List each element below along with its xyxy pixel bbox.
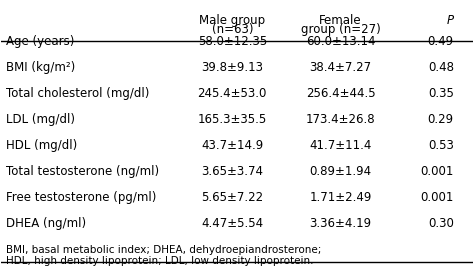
Text: BMI, basal metabolic index; DHEA, dehydroepiandrosterone;
HDL, high density lipo: BMI, basal metabolic index; DHEA, dehydr… [6,245,321,266]
Text: 0.48: 0.48 [428,61,454,74]
Text: 58.0±12.35: 58.0±12.35 [198,35,267,48]
Text: 3.65±3.74: 3.65±3.74 [201,165,263,178]
Text: Total testosterone (ng/ml): Total testosterone (ng/ml) [6,165,159,178]
Text: 41.7±11.4: 41.7±11.4 [310,139,372,152]
Text: group (n=27): group (n=27) [301,23,381,36]
Text: 39.8±9.13: 39.8±9.13 [201,61,263,74]
Text: BMI (kg/m²): BMI (kg/m²) [6,61,75,74]
Text: Total cholesterol (mg/dl): Total cholesterol (mg/dl) [6,87,149,100]
Text: 4.47±5.54: 4.47±5.54 [201,217,264,230]
Text: 0.001: 0.001 [420,165,454,178]
Text: 245.4±53.0: 245.4±53.0 [198,87,267,100]
Text: 1.71±2.49: 1.71±2.49 [310,191,372,204]
Text: 60.0±13.14: 60.0±13.14 [306,35,375,48]
Text: Free testosterone (pg/ml): Free testosterone (pg/ml) [6,191,156,204]
Text: 256.4±44.5: 256.4±44.5 [306,87,375,100]
Text: 0.49: 0.49 [428,35,454,48]
Text: 43.7±14.9: 43.7±14.9 [201,139,264,152]
Text: 173.4±26.8: 173.4±26.8 [306,113,375,126]
Text: Female: Female [319,14,362,26]
Text: HDL (mg/dl): HDL (mg/dl) [6,139,77,152]
Text: LDL (mg/dl): LDL (mg/dl) [6,113,75,126]
Text: 0.89±1.94: 0.89±1.94 [310,165,372,178]
Text: 0.30: 0.30 [428,217,454,230]
Text: P: P [447,14,454,26]
Text: 0.001: 0.001 [420,191,454,204]
Text: Male group: Male group [199,14,265,26]
Text: 3.36±4.19: 3.36±4.19 [310,217,372,230]
Text: Age (years): Age (years) [6,35,74,48]
Text: 0.53: 0.53 [428,139,454,152]
Text: 5.65±7.22: 5.65±7.22 [201,191,264,204]
Text: 0.35: 0.35 [428,87,454,100]
Text: 38.4±7.27: 38.4±7.27 [310,61,372,74]
Text: (n=63): (n=63) [211,23,253,36]
Text: DHEA (ng/ml): DHEA (ng/ml) [6,217,86,230]
Text: 0.29: 0.29 [428,113,454,126]
Text: 165.3±35.5: 165.3±35.5 [198,113,267,126]
